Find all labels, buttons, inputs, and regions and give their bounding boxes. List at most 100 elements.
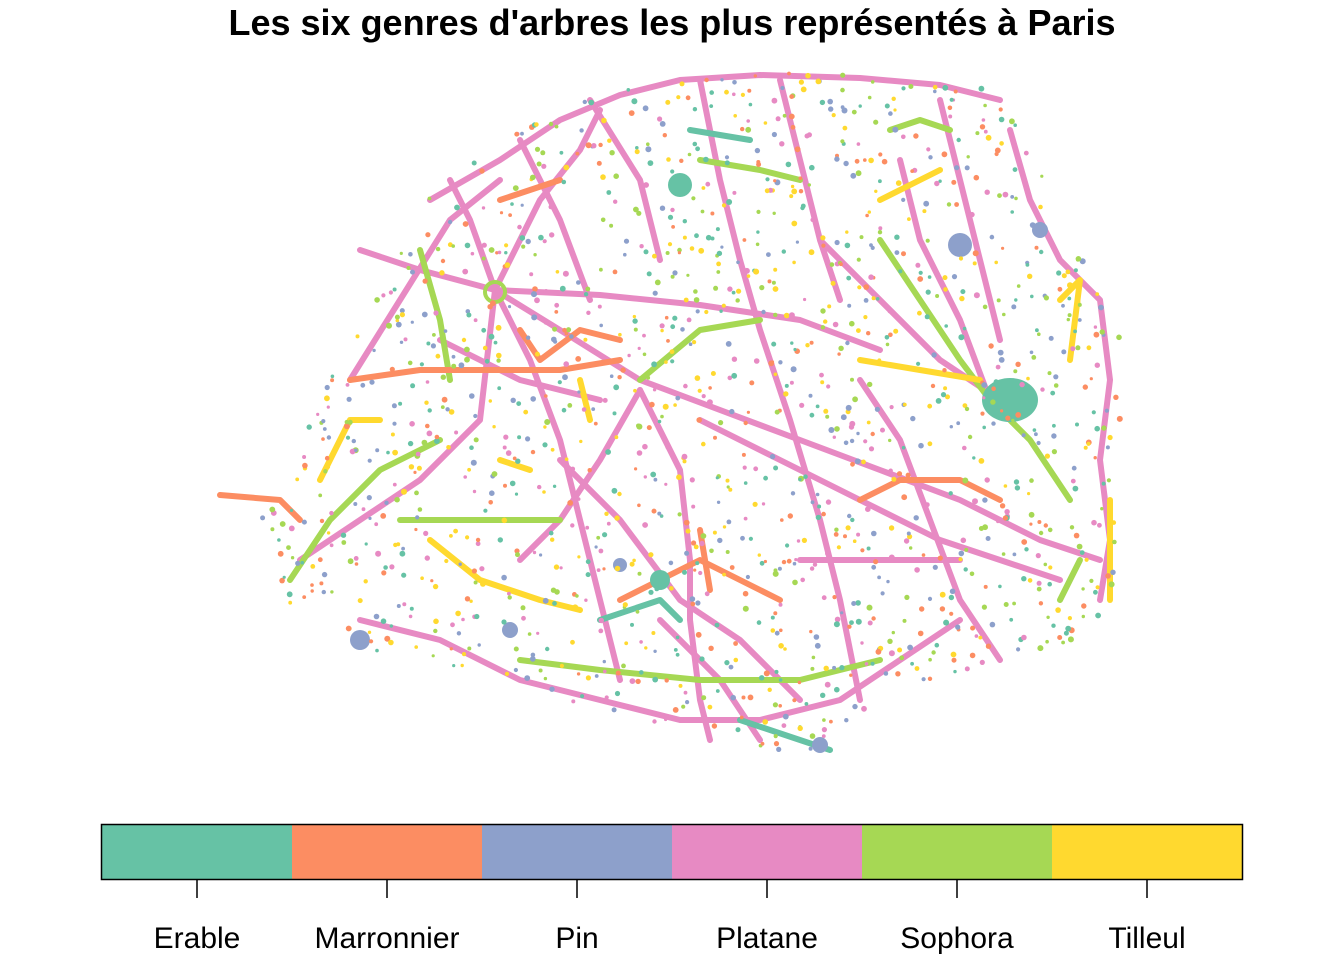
tree-dot: [832, 595, 837, 600]
tree-dot: [944, 324, 948, 328]
tree-dot: [602, 532, 608, 538]
tree-dot: [759, 675, 765, 681]
tree-dot: [295, 477, 300, 482]
tree-dot: [617, 491, 622, 497]
tree-dot: [746, 410, 751, 414]
tree-dot: [692, 340, 697, 345]
tree-dot: [748, 536, 754, 541]
tree-dot: [773, 611, 778, 616]
tree-dot: [1009, 118, 1015, 125]
tree-dot: [1066, 317, 1071, 322]
tree-dot: [1053, 374, 1059, 380]
tree-dot: [584, 598, 588, 602]
tree-dot: [730, 694, 736, 701]
tree-dot: [642, 443, 648, 450]
tree-dot: [659, 205, 666, 211]
tree-dot: [461, 617, 465, 622]
tree-dot: [434, 438, 440, 444]
tree-dot: [859, 235, 864, 240]
tree-dot: [801, 537, 808, 544]
tree-dot: [863, 158, 867, 162]
tree-dot: [701, 695, 707, 701]
tree-dot: [488, 500, 494, 505]
tree-dot: [636, 450, 643, 456]
tree-dot: [1089, 377, 1093, 381]
tree-dot: [1077, 302, 1082, 307]
tree-dot: [1046, 615, 1050, 619]
tree-dot: [756, 620, 762, 625]
tree-dot: [521, 244, 526, 249]
tree-dot: [648, 589, 654, 595]
tree-dot: [957, 617, 963, 623]
tree-dot: [1043, 295, 1049, 301]
tree-dot: [782, 713, 789, 720]
tree-dot: [747, 88, 752, 93]
tree-dot: [627, 353, 631, 358]
tree-dot: [426, 430, 433, 437]
tree-dot: [632, 314, 637, 319]
tree-dot: [374, 522, 379, 527]
tree-dot: [731, 356, 738, 362]
tree-dot: [1030, 294, 1034, 299]
tree-dot: [653, 477, 658, 482]
tree-dot: [941, 151, 948, 158]
tree-dot: [504, 251, 508, 255]
tree-dot: [959, 295, 965, 302]
tree-dot: [441, 396, 448, 403]
tree-dot: [778, 678, 783, 682]
tree-dot: [1065, 625, 1072, 632]
tree-dot: [513, 646, 519, 652]
tree-dot: [508, 213, 512, 218]
tree-dot: [443, 329, 448, 333]
tree-dot: [749, 380, 755, 386]
tree-dot: [449, 534, 453, 538]
tree-dot: [473, 318, 478, 323]
tree-dot: [993, 379, 999, 385]
tree-dot: [392, 287, 397, 292]
tree-dot: [502, 445, 507, 450]
tree-dot: [797, 725, 803, 731]
tree-dot: [609, 374, 614, 379]
tree-dot: [624, 641, 629, 646]
tree-dot: [972, 498, 978, 505]
tree-dot: [972, 250, 979, 257]
tree-dot: [774, 669, 779, 674]
tree-dot: [1056, 270, 1062, 276]
tree-dot: [417, 507, 423, 512]
tree-dot: [888, 525, 895, 531]
tree-dot: [421, 439, 428, 446]
tree-dot: [770, 628, 776, 633]
tree-dot: [1110, 569, 1116, 575]
tree-dot: [321, 437, 325, 441]
tree-dot: [1035, 328, 1039, 333]
tree-dot: [286, 545, 291, 550]
tree-dot: [727, 375, 733, 381]
tree-dot: [875, 648, 882, 655]
tree-dot: [763, 670, 770, 677]
tree-dot: [877, 230, 883, 235]
tree-dot: [642, 352, 647, 357]
tree-dot: [928, 657, 932, 662]
tree-dot: [330, 374, 335, 379]
tree-dot: [614, 565, 621, 572]
tree-dot: [773, 465, 779, 471]
tree-dot: [780, 85, 785, 91]
tree-dot: [602, 397, 608, 403]
tree-dot: [435, 246, 441, 252]
tree-dot: [909, 546, 913, 550]
tree-dot: [432, 583, 439, 590]
tree-dot: [810, 500, 815, 505]
tree-dot: [561, 179, 567, 185]
tree-dot: [1043, 562, 1048, 567]
tree-dot: [962, 445, 967, 451]
tree-dot: [710, 211, 715, 216]
tree-dot: [531, 314, 538, 321]
tree-dot: [1043, 523, 1049, 528]
tree-dot: [871, 616, 876, 621]
tree-dot: [431, 654, 435, 658]
tree-dot: [800, 577, 805, 583]
tree-dot: [787, 71, 791, 76]
tree-dot: [488, 247, 495, 253]
tree-dot: [907, 644, 913, 651]
tree-dot: [1015, 412, 1022, 418]
